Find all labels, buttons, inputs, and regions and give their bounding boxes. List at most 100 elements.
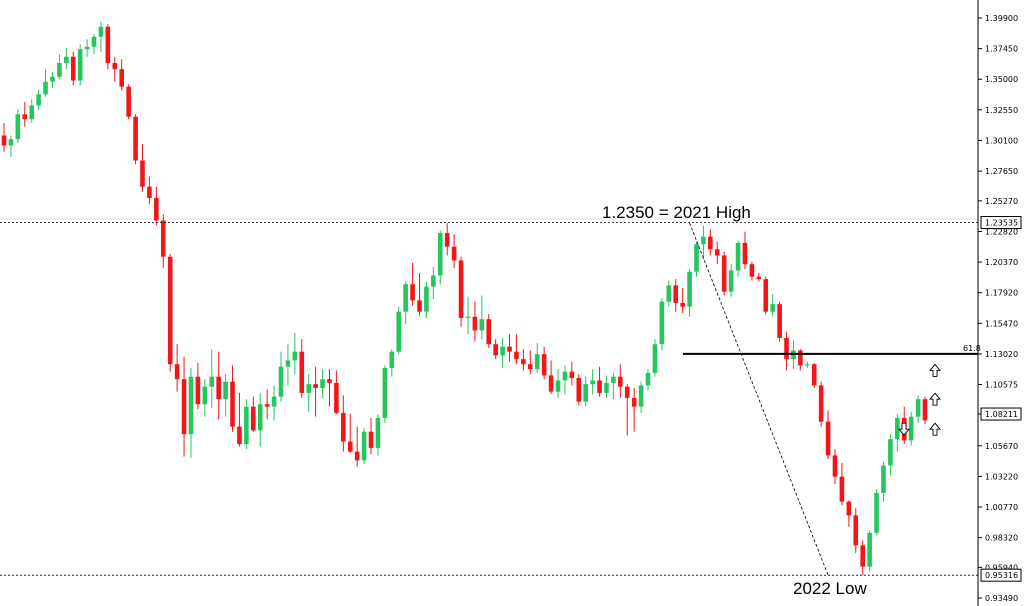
y-tick-label: 0.95940 bbox=[985, 563, 1018, 572]
candle-body-up bbox=[638, 385, 644, 407]
candle-body-up bbox=[874, 492, 879, 533]
candle-body-up bbox=[285, 360, 291, 367]
candle-body-up bbox=[202, 386, 208, 405]
candle-body-down bbox=[119, 69, 125, 87]
candle-body-up bbox=[91, 36, 97, 47]
candle-body-down bbox=[458, 260, 464, 318]
candle-body-down bbox=[507, 346, 512, 352]
candle-body-up bbox=[431, 275, 436, 287]
y-tick-label: 1.03220 bbox=[985, 472, 1018, 481]
candle-body-up bbox=[500, 346, 505, 356]
candle-body-down bbox=[569, 371, 575, 378]
candle-body-up bbox=[278, 366, 284, 397]
candle-body-up bbox=[770, 304, 775, 312]
candle-body-down bbox=[763, 279, 769, 312]
candle-body-down bbox=[576, 377, 582, 402]
price-box-label: 1.08211 bbox=[985, 410, 1018, 419]
candle-body-down bbox=[832, 455, 838, 477]
candle-body-up bbox=[84, 46, 90, 50]
candle-body-up bbox=[437, 232, 443, 276]
price-box-label: 1.23535 bbox=[985, 219, 1018, 228]
y-tick-label: 1.22820 bbox=[985, 227, 1018, 236]
candle-body-down bbox=[444, 232, 450, 247]
candle-body-down bbox=[112, 62, 118, 70]
y-tick-label: 1.39900 bbox=[985, 14, 1018, 23]
candle-body-down bbox=[708, 236, 713, 250]
candle-body-down bbox=[756, 276, 762, 280]
candle-body-down bbox=[133, 116, 138, 161]
candle-body-up bbox=[534, 354, 540, 370]
candle-body-up bbox=[867, 532, 872, 567]
y-tick-label: 1.27650 bbox=[985, 167, 1018, 176]
candle-body-down bbox=[216, 376, 221, 400]
candle-body-down bbox=[174, 364, 180, 380]
candle-body-up bbox=[908, 416, 914, 441]
candle-body-up bbox=[50, 76, 55, 82]
candle-body-down bbox=[784, 337, 789, 360]
candle-body-down bbox=[825, 421, 831, 456]
candle-body-up bbox=[292, 351, 298, 361]
candle-body-up bbox=[271, 396, 277, 407]
candle-body-up bbox=[590, 380, 595, 385]
candle-body-down bbox=[749, 264, 755, 277]
price-box bbox=[980, 216, 1022, 230]
candle-body-down bbox=[126, 86, 131, 117]
arrow-up-icon bbox=[929, 392, 941, 406]
y-tick-label: 1.20370 bbox=[985, 258, 1018, 267]
candle-body-up bbox=[479, 319, 485, 331]
candle-body-down bbox=[714, 249, 720, 256]
candle-body-down bbox=[22, 114, 28, 120]
candle-body-up bbox=[611, 376, 616, 383]
candle-body-up bbox=[98, 26, 104, 37]
candle-body-up bbox=[382, 367, 388, 418]
candle-body-down bbox=[514, 351, 519, 360]
candle-body-down bbox=[922, 399, 928, 421]
candle-body-up bbox=[403, 284, 408, 312]
candle-body-down bbox=[521, 359, 526, 365]
candle-body-up bbox=[36, 94, 41, 106]
candle-body-down bbox=[472, 316, 478, 331]
candle-body-up bbox=[396, 311, 402, 352]
candle-body-up bbox=[659, 301, 665, 345]
price-axis: 1.39900 1.37450 1.35000 1.32550 1.30100 1.276… bbox=[977, 0, 1022, 606]
candle-body-down bbox=[839, 476, 845, 502]
candles-layer bbox=[1, 21, 928, 576]
candle-body-down bbox=[347, 441, 353, 452]
candle-body-down bbox=[327, 379, 332, 383]
y-tick-label: 1.30100 bbox=[985, 136, 1018, 145]
candle-body-up bbox=[583, 384, 588, 402]
candle-body-up bbox=[805, 364, 810, 366]
candle-body-down bbox=[417, 300, 422, 312]
candle-body-down bbox=[853, 515, 859, 546]
y-tick-label: 1.15470 bbox=[985, 319, 1018, 328]
fib-trendline bbox=[689, 222, 829, 576]
candle-body-down bbox=[673, 285, 679, 303]
candle-body-down bbox=[299, 351, 305, 393]
candle-body-down bbox=[798, 350, 803, 366]
arrow-down-icon bbox=[898, 422, 910, 436]
candle-body-down bbox=[493, 344, 498, 356]
y-tick-label: 1.35000 bbox=[985, 75, 1018, 84]
candle-body-up bbox=[77, 49, 83, 81]
candle-body-down bbox=[195, 376, 201, 405]
candle-body-up bbox=[728, 270, 734, 292]
y-tick-label: 1.13020 bbox=[985, 350, 1018, 359]
candle-body-up bbox=[389, 351, 395, 368]
candle-body-up bbox=[375, 417, 381, 448]
y-tick-label: 1.00770 bbox=[985, 503, 1018, 512]
candle-body-up bbox=[361, 431, 367, 461]
candle-body-down bbox=[631, 397, 637, 407]
candle-body-down bbox=[70, 56, 76, 81]
candle-body-down bbox=[680, 302, 685, 307]
candle-body-down bbox=[368, 431, 374, 448]
candle-body-down bbox=[486, 319, 492, 345]
fib-618-label: 61.8 bbox=[963, 344, 981, 353]
y-tick-label: 1.10575 bbox=[985, 380, 1018, 389]
candle-body-up bbox=[915, 399, 921, 417]
arrow-up-icon bbox=[929, 363, 941, 377]
candle-body-down bbox=[548, 375, 554, 392]
y-tick-label: 1.25270 bbox=[985, 197, 1018, 206]
candle-body-up bbox=[888, 439, 893, 466]
candle-body-down bbox=[167, 256, 173, 365]
